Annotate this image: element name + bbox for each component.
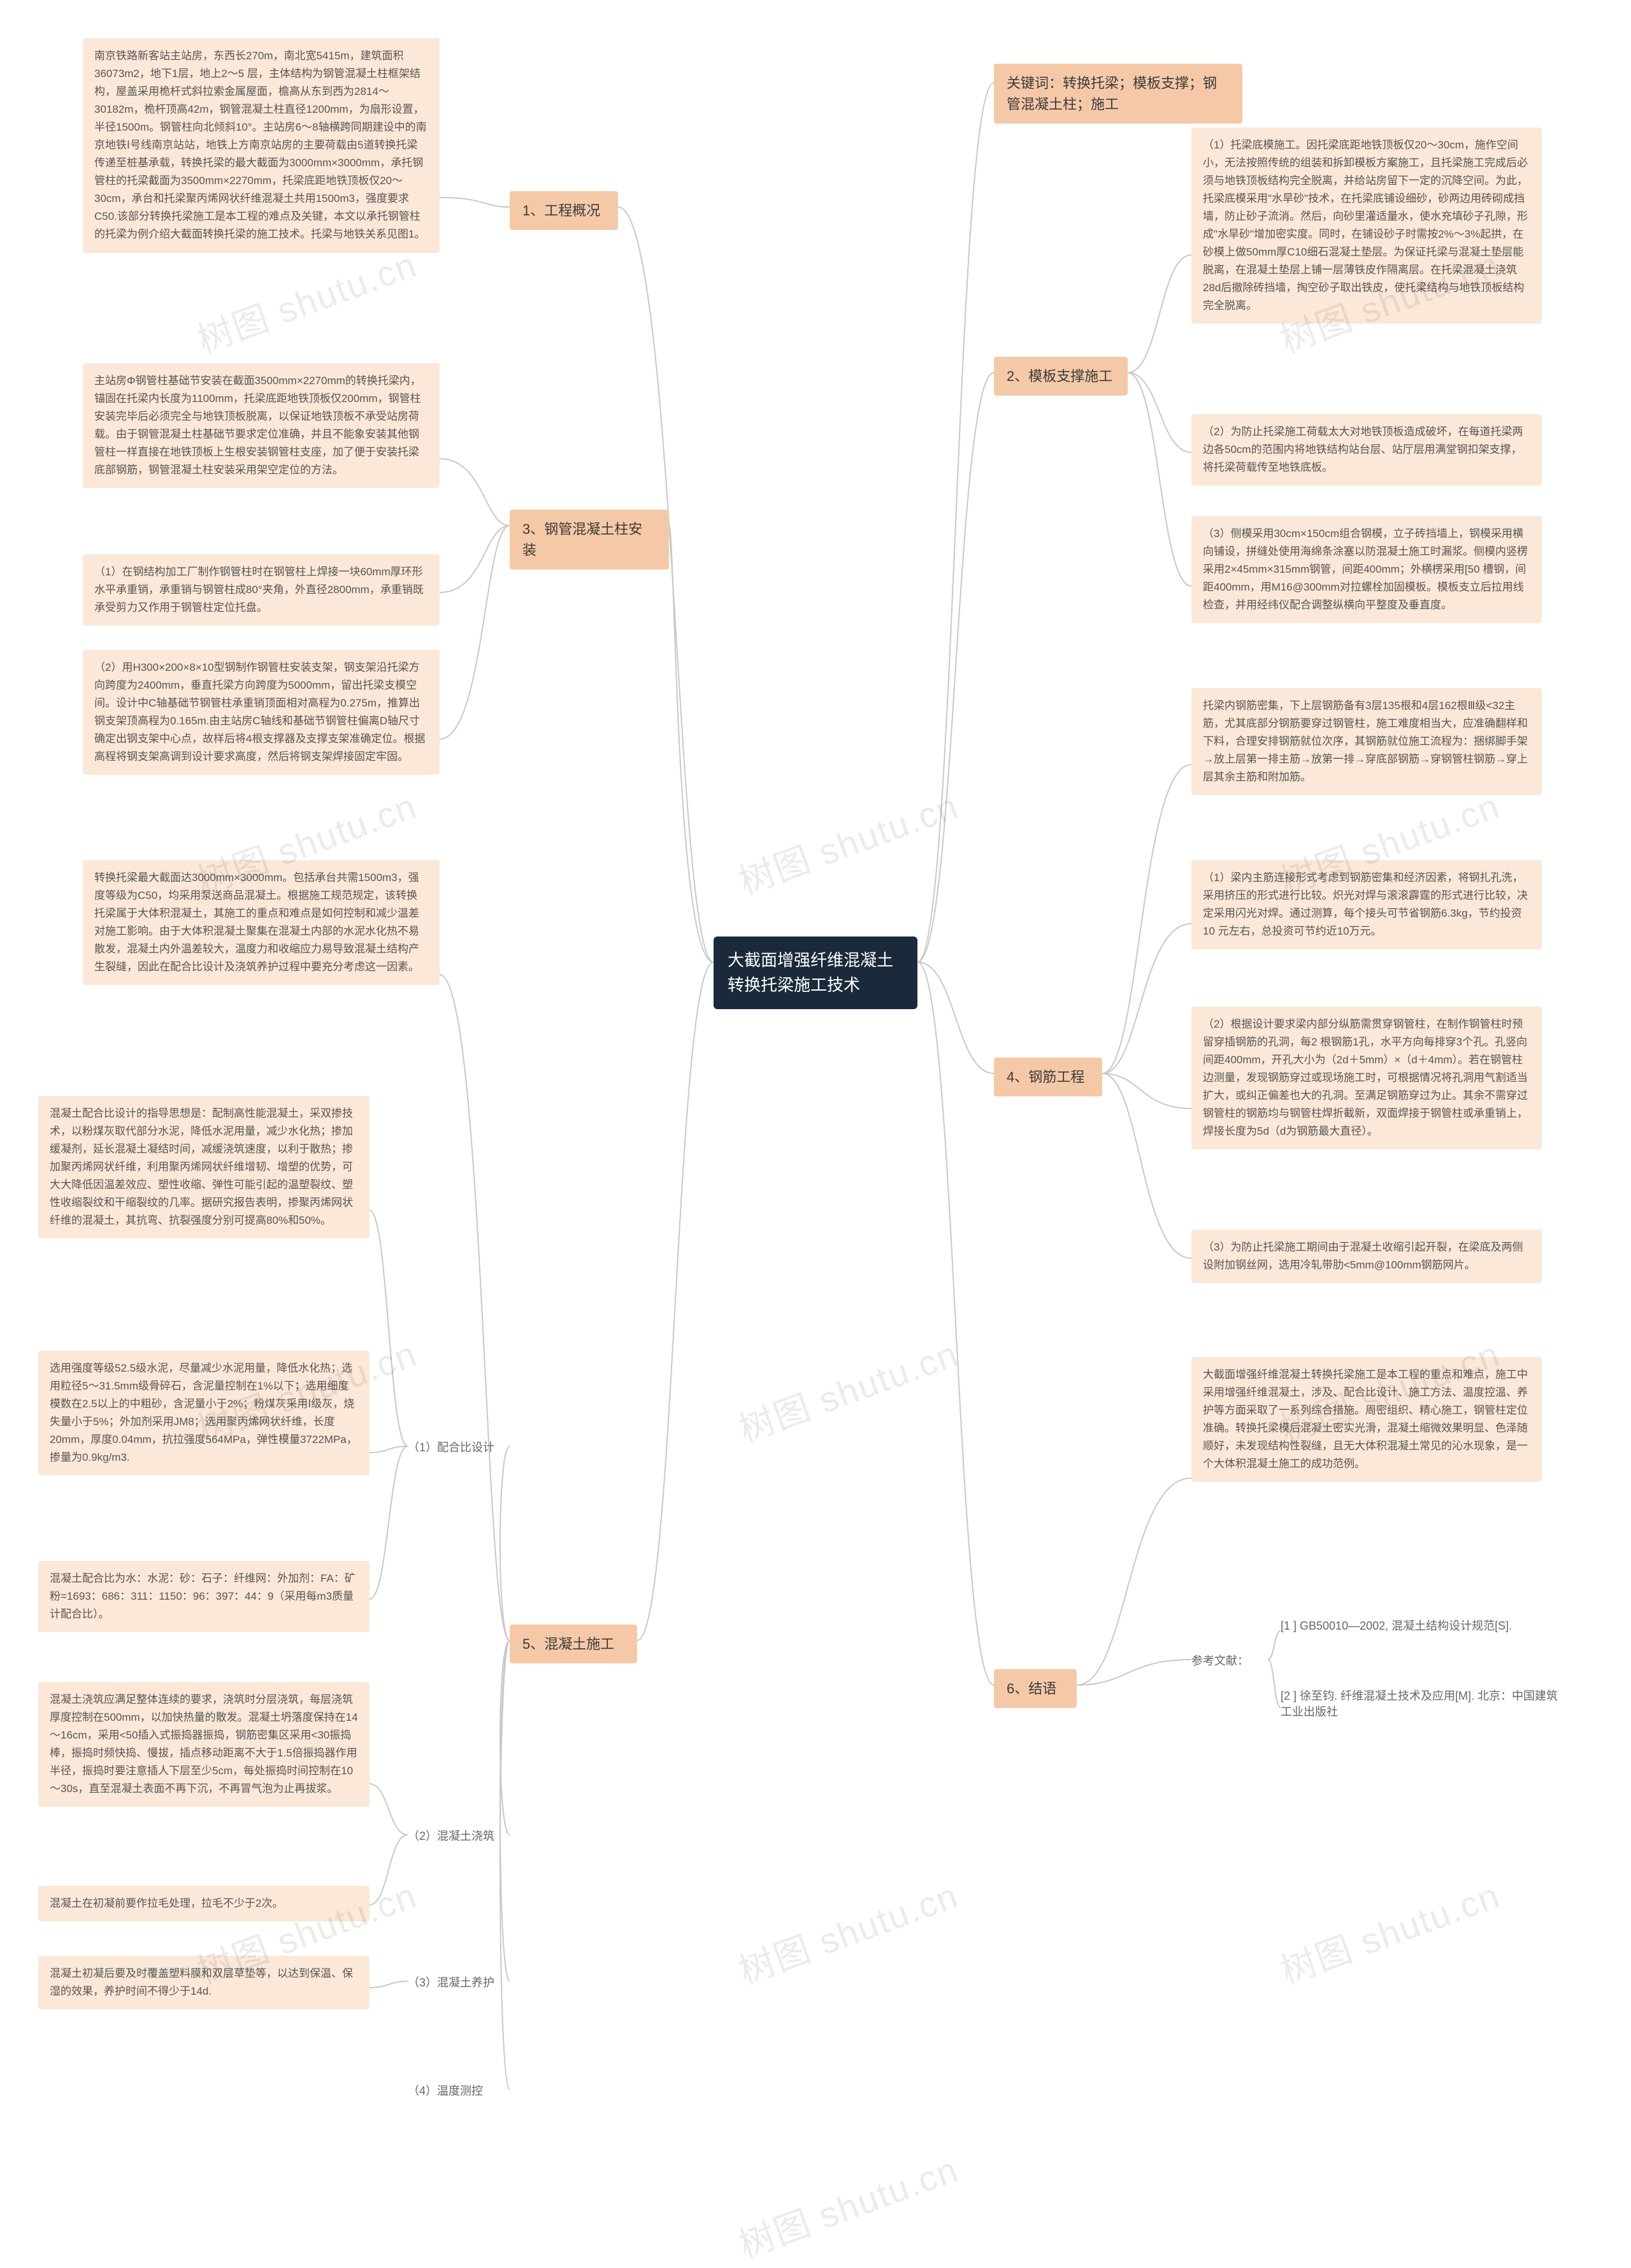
leaf-4b: （1）梁内主筋连接形式考虑到钢筋密集和经济因素，将钢扎孔洗，采用挤压的形式进行比… bbox=[1191, 860, 1542, 949]
sublabel-5-1: （1）配合比设计 bbox=[408, 1440, 510, 1456]
leaf-2a: （1）托梁底模施工。因托梁底距地铁顶板仅20～30cm，施作空间小，无法按照传统… bbox=[1191, 127, 1542, 324]
leaf-4d: （3）为防止托梁施工期间由于混凝土收缩引起开裂，在梁底及两侧设附加钢丝网，选用冷… bbox=[1191, 1230, 1542, 1283]
keywords-node: 关键词：转换托梁；模板支撑；钢管混凝土柱；施工 bbox=[994, 64, 1242, 124]
leaf-3b: （1）在钢结构加工厂制作钢管柱时在钢管柱上焊接一块60mm厚环形水平承重销，承重… bbox=[83, 554, 440, 626]
sublabel-5-3: （3）混凝土养护 bbox=[408, 1975, 510, 1991]
leaf-2b: （2）为防止托梁施工荷载太大对地铁顶板造成破坏，在每道托梁两边各50cm的范围内… bbox=[1191, 414, 1542, 485]
branch-3[interactable]: 3、钢管混凝土柱安装 bbox=[510, 510, 669, 570]
leaf-6c-ref2: [2 ] 徐至钧. 纤维混凝土技术及应用[M]. 北京：中国建筑工业出版社 bbox=[1281, 1688, 1561, 1720]
branch-4-right[interactable]: 4、钢筋工程 bbox=[994, 1058, 1102, 1096]
sublabel-5-4: （4）温度测控 bbox=[408, 2083, 510, 2099]
leaf-5b: 混凝土配合比设计的指导思想是：配制高性能混凝土，采双掺技术，以粉煤灰取代部分水泥… bbox=[38, 1096, 370, 1238]
leaf-3c: （2）用H300×200×8×10型钢制作钢管柱安装支架，钢支架沿托梁方向跨度为… bbox=[83, 650, 440, 775]
watermark-text: 树图 shutu.cn bbox=[1272, 1867, 1506, 1995]
leaf-1a: 南京铁路新客站主站房，东西长270m，南北宽5415m，建筑面积36073m2，… bbox=[83, 38, 440, 253]
watermark-text: 树图 shutu.cn bbox=[731, 778, 965, 905]
leaf-5d: 混凝土配合比为水：水泥：砂：石子：纤维网：外加剂：FA：矿粉=1693：686：… bbox=[38, 1561, 370, 1632]
watermark-text: 树图 shutu.cn bbox=[731, 1867, 965, 1995]
leaf-6a: 大截面增强纤维混凝土转换托梁施工是本工程的重点和难点，施工中采用增强纤维混凝土，… bbox=[1191, 1357, 1542, 1482]
sublabel-6-ref: 参考文献： bbox=[1191, 1653, 1268, 1669]
watermark-text: 树图 shutu.cn bbox=[189, 236, 423, 364]
leaf-2c: （3）侧模采用30cm×150cm组合钢模，立子砖挡墙上，钢模采用横向铺设，拼缝… bbox=[1191, 516, 1542, 623]
leaf-4c: （2）根据设计要求梁内部分纵筋需贯穿钢管柱，在制作钢管柱时预留穿插钢筋的孔洞，每… bbox=[1191, 1007, 1542, 1149]
sublabel-5-2: （2）混凝土浇筑 bbox=[408, 1828, 510, 1844]
branch-5[interactable]: 5、混凝土施工 bbox=[510, 1625, 637, 1663]
branch-1[interactable]: 1、工程概况 bbox=[510, 191, 618, 230]
leaf-5c: 选用强度等级52.5级水泥，尽量减少水泥用量，降低水化热；选用粒径5～31.5m… bbox=[38, 1351, 370, 1475]
leaf-5f: 混凝土在初凝前要作拉毛处理，拉毛不少于2次。 bbox=[38, 1886, 370, 1921]
leaf-5e: 混凝土浇筑应满足整体连续的要求，浇筑时分层浇筑，每层浇筑厚度控制在500mm，以… bbox=[38, 1682, 370, 1807]
branch-6-right[interactable]: 6、结语 bbox=[994, 1669, 1077, 1708]
leaf-6b-ref1: [1 ] GB50010—2002, 混凝土结构设计规范[S]. bbox=[1281, 1618, 1561, 1634]
leaf-5g: 混凝土初凝后要及时覆盖塑料膜和双层草垫等，以达到保温、保湿的效果，养护时间不得少… bbox=[38, 1956, 370, 2009]
leaf-5a: 转换托梁最大截面达3000mm×3000mm。包括承台共需1500m3，强度等级… bbox=[83, 860, 440, 985]
branch-2-right[interactable]: 2、模板支撑施工 bbox=[994, 357, 1128, 396]
center-node: 大截面增强纤维混凝土转换托梁施工技术 bbox=[714, 937, 917, 1009]
leaf-3a: 主站房Φ钢管柱基础节安装在截面3500mm×2270mm的转换托梁内，锚固在托梁… bbox=[83, 363, 440, 488]
watermark-text: 树图 shutu.cn bbox=[731, 1326, 965, 1453]
leaf-4a: 托梁内钢筋密集，下上层钢筋备有3层135根和4层162根Ⅲ级<32主筋，尤其底部… bbox=[1191, 688, 1542, 795]
watermark-text: 树图 shutu.cn bbox=[731, 2141, 965, 2268]
